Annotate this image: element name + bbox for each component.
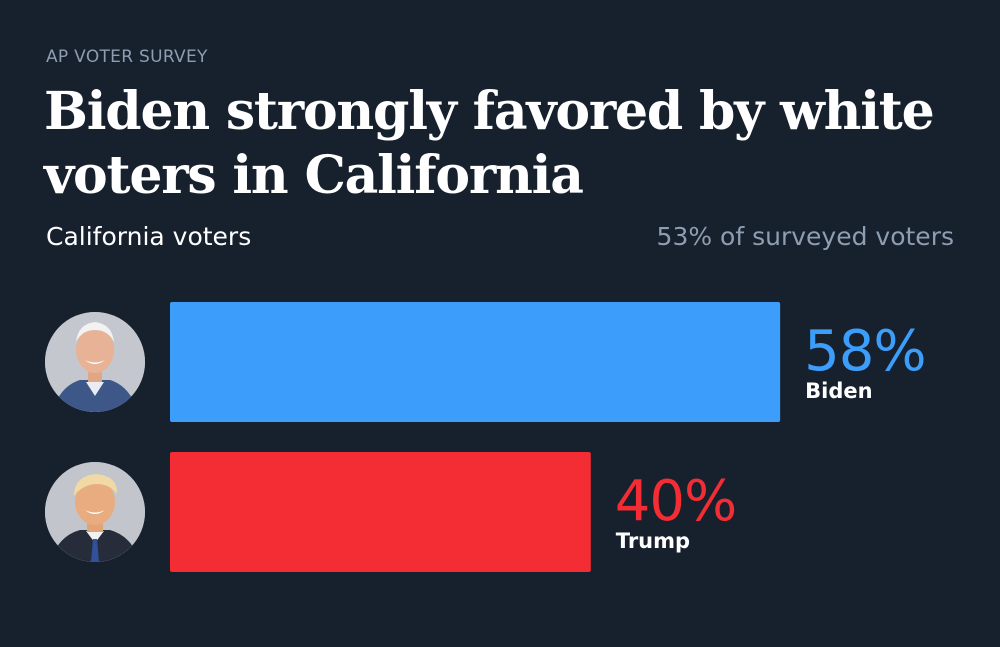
bar-biden (170, 302, 781, 422)
category-label-trump: Trump (616, 529, 690, 553)
value-label-biden: 58% (804, 319, 925, 384)
category-label-biden: Biden (805, 379, 872, 403)
trump-portrait-icon (45, 462, 145, 562)
chart-title: Biden strongly favored by white voters i… (44, 81, 935, 206)
value-label-trump: 40% (615, 469, 736, 534)
kicker: AP VOTER SURVEY (46, 47, 208, 67)
bar-trump (170, 452, 591, 572)
share-label: 53% of surveyed voters (656, 222, 954, 251)
group-label: California voters (46, 222, 252, 251)
biden-portrait-icon (45, 312, 145, 412)
